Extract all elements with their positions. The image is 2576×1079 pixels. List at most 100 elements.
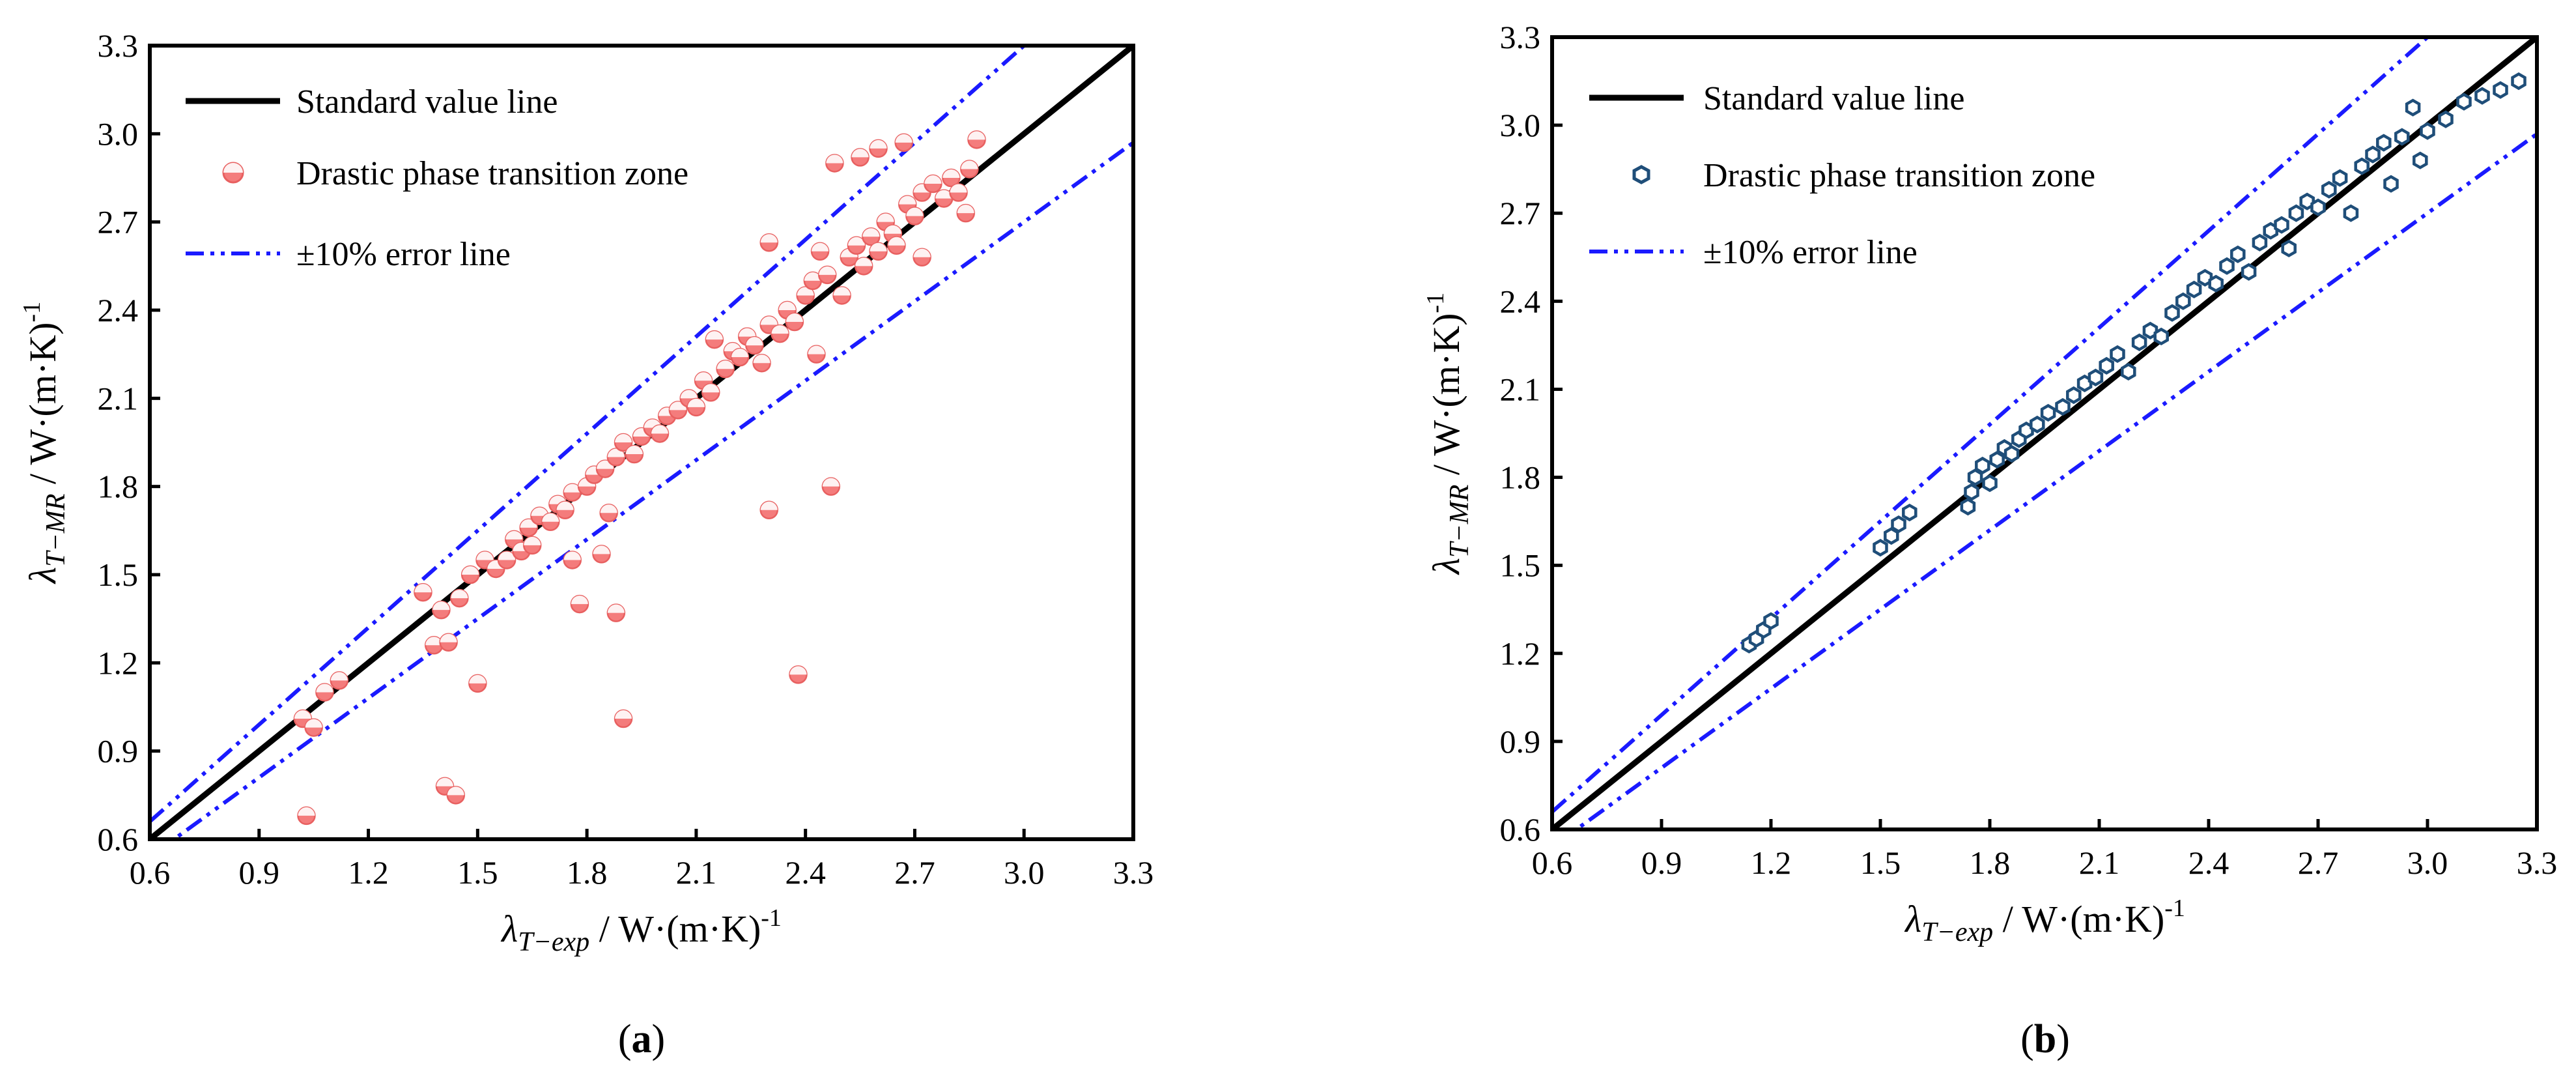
y-tick-label: 1.8 <box>98 468 139 505</box>
x-tick-label: 1.8 <box>567 854 608 891</box>
y-tick-label: 1.5 <box>98 556 139 593</box>
data-point <box>2110 345 2125 363</box>
data-point <box>2343 204 2359 222</box>
data-point <box>606 603 626 622</box>
x-tick-label: 1.5 <box>1860 844 1901 881</box>
data-point <box>2474 87 2490 105</box>
legend-error-label: ±10% error line <box>296 236 511 273</box>
data-point <box>599 504 618 523</box>
data-point <box>2121 362 2136 381</box>
data-point <box>854 257 873 276</box>
data-point <box>810 242 830 261</box>
panel-b-legend: Standard value line Drastic phase transi… <box>1589 80 2095 271</box>
data-point <box>701 383 720 402</box>
data-point <box>759 233 778 252</box>
data-point <box>2230 245 2246 263</box>
data-point <box>2219 257 2235 275</box>
x-tick-label: 2.7 <box>894 854 935 891</box>
data-point <box>2413 151 2428 169</box>
data-point <box>2252 233 2268 252</box>
data-point <box>817 265 837 285</box>
data-point <box>1960 498 1976 516</box>
x-tick-label: 2.4 <box>785 854 826 891</box>
data-point <box>894 133 913 152</box>
x-tick-label: 0.9 <box>1641 844 1682 881</box>
panel-a-x-axis-label: λT−exp / W·(m·K)-1 <box>500 904 782 957</box>
panel-a-plot-frame <box>148 44 1135 841</box>
y-tick-label: 2.4 <box>98 292 139 328</box>
data-point <box>556 500 574 520</box>
data-point <box>1982 474 1998 493</box>
data-point <box>1873 539 1888 557</box>
data-point <box>2131 333 2147 351</box>
data-point <box>1902 504 1918 522</box>
data-point <box>614 433 633 452</box>
data-point <box>960 160 979 179</box>
data-point <box>913 248 931 267</box>
data-point <box>595 459 615 478</box>
data-point <box>1891 515 1906 534</box>
y-tick-label: 3.3 <box>98 27 139 64</box>
data-point <box>614 709 633 728</box>
x-tick-label: 1.2 <box>348 854 389 891</box>
data-point <box>789 665 808 684</box>
data-point <box>821 477 841 496</box>
panel-b-marks <box>1552 37 2537 829</box>
data-point <box>297 806 316 826</box>
y-tick-label: 3.0 <box>98 115 139 152</box>
data-point <box>592 545 611 564</box>
y-tick-label: 2.1 <box>98 380 139 416</box>
x-tick-label: 1.2 <box>1751 844 1792 881</box>
panel-b-y-axis-label: λT−MR / W·(m·K)-1 <box>1422 293 1475 575</box>
error-line-minus-10 <box>1573 132 2537 829</box>
data-point <box>2003 444 2020 463</box>
data-point <box>2383 175 2399 193</box>
data-point <box>1763 612 1779 630</box>
data-point <box>686 397 706 417</box>
data-point <box>2332 169 2348 187</box>
data-point <box>716 359 735 379</box>
data-point <box>439 633 458 652</box>
y-tick-label: 0.6 <box>1500 811 1541 848</box>
data-point <box>807 345 826 364</box>
data-point <box>832 286 851 305</box>
y-tick-label: 0.9 <box>98 733 139 770</box>
data-point <box>803 271 823 291</box>
x-tick-label: 1.5 <box>457 854 498 891</box>
legend-points-label: Drastic phase transition zone <box>296 155 688 192</box>
data-point <box>2321 180 2337 199</box>
data-point <box>2365 145 2381 164</box>
data-point <box>825 154 844 173</box>
panel-b-x-axis-label: λT−exp / W·(m·K)-1 <box>1904 895 2185 947</box>
error-line-minus-10 <box>171 141 1133 839</box>
legend-points-swatch <box>222 162 244 184</box>
data-point <box>522 536 542 555</box>
y-tick-label: 0.6 <box>98 821 139 857</box>
data-point <box>304 718 323 737</box>
data-point <box>967 130 986 149</box>
data-point <box>2376 134 2392 152</box>
data-point <box>2310 198 2326 216</box>
legend-standard-label: Standard value line <box>1703 80 1964 117</box>
data-point <box>924 174 942 194</box>
data-point <box>2456 93 2472 111</box>
data-point <box>759 500 778 520</box>
data-point <box>2354 157 2370 175</box>
data-point <box>730 347 750 367</box>
data-point <box>851 148 870 167</box>
legend-error-label: ±10% error line <box>1703 234 1918 271</box>
data-point <box>905 207 924 225</box>
data-point <box>2241 263 2257 281</box>
panel-b: 0.60.6 0.9 0.9 1.2 1.2 1.5 1.5 1.8 1.8 2.1 2.1 2.4 2… <box>1422 19 2557 1061</box>
x-tick-label: 3.0 <box>1004 854 1045 891</box>
data-point <box>2438 110 2454 128</box>
error-line-plus-10 <box>150 46 1027 824</box>
x-tick-label: 3.3 <box>1113 854 1154 891</box>
data-point <box>2274 216 2289 234</box>
x-tick-label: 0.6 <box>1532 844 1573 881</box>
legend-standard-label: Standard value line <box>296 83 558 121</box>
y-tick-label: 3.0 <box>1500 107 1541 143</box>
data-point <box>563 551 582 569</box>
x-tick-label: 2.7 <box>2298 844 2339 881</box>
data-point <box>745 336 764 355</box>
